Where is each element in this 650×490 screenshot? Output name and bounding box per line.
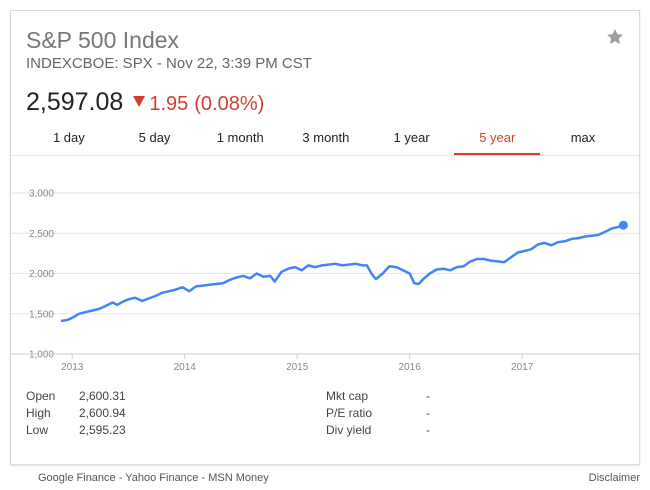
y-tick-label: 1,500 [29,309,54,320]
range-tabs: 1 day 5 day 1 month 3 month 1 year 5 yea… [26,127,626,155]
x-tick-label: 2017 [511,362,534,373]
stat-row-pe-ratio: P/E ratio - [326,406,430,423]
price-change: 1.95 (0.08%) [133,93,264,116]
stat-row-low: Low 2,595.23 [26,423,126,440]
stats-table: Open 2,600.31 High 2,600.94 Low 2,595.23… [26,389,626,459]
stat-value: - [426,389,430,403]
y-tick-label: 1,000 [29,350,54,361]
tab-5-year[interactable]: 5 year [454,127,541,155]
tab-max[interactable]: max [570,130,596,145]
stat-value: 2,600.31 [79,389,126,403]
x-tick-label: 2016 [399,362,422,373]
y-tick-label: 3,000 [29,189,54,200]
footer: Google Finance - Yahoo Finance - MSN Mon… [0,472,650,486]
stat-value: - [426,423,430,437]
stat-label: Low [26,423,49,437]
price-chart[interactable]: 1,000 1,500 2,000 2,500 3,000 2013 2014 2015 201… [11,171,640,386]
tab-1-month[interactable]: 1 month [216,130,264,145]
stat-row-div-yield: Div yield - [326,423,430,440]
stock-subtitle: INDEXCBOE: SPX - Nov 22, 3:39 PM CST [26,55,312,72]
star-icon[interactable] [605,27,625,47]
current-price: 2,597.08 [26,88,124,116]
tab-5-day[interactable]: 5 day [138,130,171,145]
down-arrow-icon [133,96,146,107]
change-value: 1.95 [149,93,189,115]
tab-1-year[interactable]: 1 year [393,130,430,145]
stat-label: P/E ratio [326,406,373,420]
y-tick-label: 2,000 [29,269,54,280]
stat-value: 2,600.94 [79,406,126,420]
stat-row-mkt-cap: Mkt cap - [326,389,430,406]
tab-3-month[interactable]: 3 month [302,130,350,145]
series-line [60,224,624,323]
stat-value: 2,595.23 [79,423,126,437]
disclaimer-link[interactable]: Disclaimer [588,472,640,484]
x-tick-label: 2014 [174,362,197,373]
stats-left-column: Open 2,600.31 High 2,600.94 Low 2,595.23 [26,389,126,440]
stock-title[interactable]: S&P 500 Index [26,27,180,53]
stock-card: S&P 500 Index INDEXCBOE: SPX - Nov 22, 3… [10,10,640,465]
price-row: 2,597.08 1.95 (0.08%) [26,88,264,118]
stat-value: - [426,406,430,420]
change-percent: (0.08%) [194,93,265,115]
stat-label: Mkt cap [326,389,369,403]
footer-sources[interactable]: Google Finance - Yahoo Finance - MSN Mon… [38,472,269,484]
series-end-point [618,220,628,230]
stat-label: Open [26,389,56,403]
x-tick-label: 2013 [61,362,84,373]
x-tick-label: 2015 [286,362,309,373]
stat-label: Div yield [326,423,372,437]
stat-row-high: High 2,600.94 [26,406,126,423]
stats-right-column: Mkt cap - P/E ratio - Div yield - [326,389,430,440]
tab-1-day[interactable]: 1 day [52,130,85,145]
stat-label: High [26,406,51,420]
y-tick-label: 2,500 [29,229,54,240]
stat-row-open: Open 2,600.31 [26,389,126,406]
tabs-divider [11,155,639,156]
